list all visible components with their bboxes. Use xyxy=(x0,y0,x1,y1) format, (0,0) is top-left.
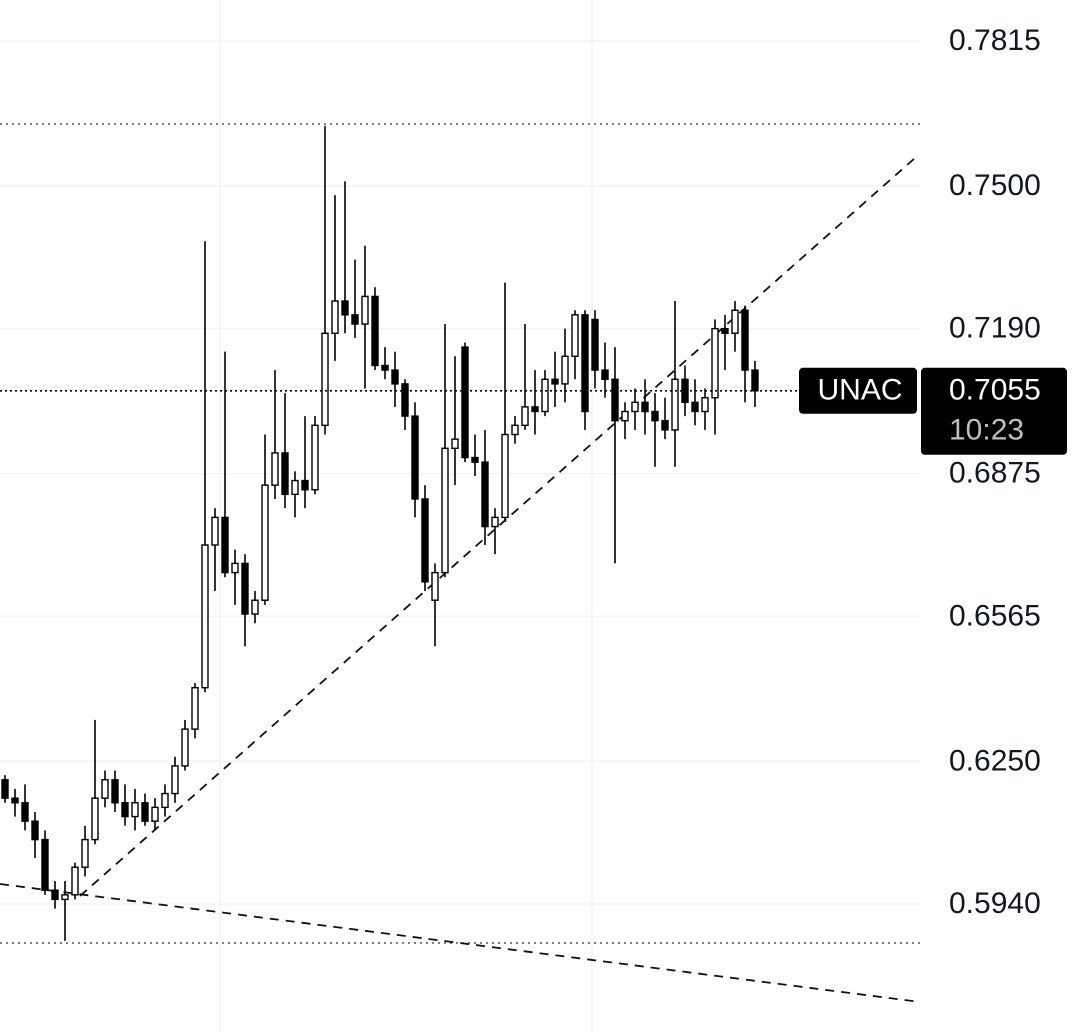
symbol-badge xyxy=(799,367,917,414)
candle-body xyxy=(131,802,139,818)
candle-body xyxy=(291,479,299,496)
candle-body xyxy=(591,318,599,371)
y-tick-label: 0.5940 xyxy=(949,887,1041,920)
candle-body xyxy=(171,765,179,795)
candle-body xyxy=(111,779,119,804)
candle-body xyxy=(181,728,189,767)
candle-body xyxy=(541,378,549,413)
candle-body xyxy=(161,792,169,809)
candle-body xyxy=(471,456,479,463)
candle-body xyxy=(361,295,369,325)
candle-body xyxy=(191,686,199,730)
candle-body xyxy=(531,406,539,413)
candle-body xyxy=(241,562,249,615)
candle-body xyxy=(551,378,559,385)
candle-body xyxy=(341,300,349,316)
y-tick-label: 0.6875 xyxy=(949,457,1041,490)
trend-line xyxy=(79,157,916,897)
y-tick-label: 0.7815 xyxy=(949,24,1041,57)
candle-body xyxy=(201,544,209,689)
candle-body xyxy=(101,779,109,799)
candle-body xyxy=(601,369,609,380)
candle-body xyxy=(11,797,19,804)
y-tick-label: 0.7190 xyxy=(949,312,1041,345)
candle-body xyxy=(61,894,69,901)
candle-body xyxy=(21,802,29,822)
candle-body xyxy=(581,314,589,413)
candle-body xyxy=(41,838,49,891)
candle-body xyxy=(381,364,389,371)
candle-body xyxy=(321,332,329,427)
candle-body xyxy=(481,461,489,528)
candle-body xyxy=(211,516,219,546)
candle-body xyxy=(51,889,59,901)
candles xyxy=(1,126,759,941)
candle-body xyxy=(711,327,719,399)
countdown-label: 10:23 xyxy=(949,414,1024,447)
candle-body xyxy=(421,498,429,583)
candle-body xyxy=(571,314,579,357)
price-axis: 0.7815 0.7500 0.7190 0.6875 0.6565 0.6250 0.59… xyxy=(949,24,1041,920)
candle-body xyxy=(751,369,759,392)
candle-body xyxy=(621,410,629,422)
candle-body xyxy=(31,820,39,841)
symbol-label: UNAC xyxy=(817,374,902,407)
candle-body xyxy=(71,866,79,896)
candle-body xyxy=(261,484,269,601)
candle-body xyxy=(491,516,499,528)
candle-body xyxy=(611,378,619,422)
trend-line xyxy=(0,883,921,1003)
candle-body xyxy=(431,571,439,601)
last-price-label: 0.7055 xyxy=(949,374,1041,407)
candle-body xyxy=(671,378,679,431)
y-tick-label: 0.6250 xyxy=(949,744,1041,777)
candle-body xyxy=(701,397,709,413)
candle-body xyxy=(91,797,99,841)
candle-body xyxy=(231,562,239,574)
candle-body xyxy=(461,346,469,459)
candle-body xyxy=(721,327,729,334)
candle-body xyxy=(691,401,699,413)
candle-body xyxy=(731,309,739,334)
candle-body xyxy=(81,838,89,868)
candle-body xyxy=(371,295,379,367)
candle-body xyxy=(401,383,409,417)
candle-body xyxy=(151,806,159,822)
grid xyxy=(0,0,920,1032)
candle-body xyxy=(1,779,9,799)
candle-body xyxy=(511,424,519,436)
candle-body xyxy=(451,438,459,450)
candle-body xyxy=(501,433,509,519)
candle-body xyxy=(271,452,279,486)
candle-body xyxy=(521,406,529,427)
candle-body xyxy=(251,599,259,615)
price-badge xyxy=(921,367,1067,455)
candle-body xyxy=(641,401,649,413)
candle-body xyxy=(631,401,639,413)
candle-body xyxy=(331,300,339,334)
drawings xyxy=(0,123,921,1003)
candle-body xyxy=(561,355,569,385)
price-tag: UNAC 0.7055 10:23 xyxy=(0,367,1067,455)
candle-body xyxy=(661,420,669,431)
candle-body xyxy=(651,410,659,422)
candle-body xyxy=(351,314,359,325)
candle-body xyxy=(121,802,129,818)
candle-body xyxy=(301,479,309,491)
candle-body xyxy=(221,516,229,574)
candle-body xyxy=(741,309,749,371)
candle-body xyxy=(141,802,149,822)
y-tick-label: 0.6565 xyxy=(949,599,1041,632)
candle-body xyxy=(281,452,289,496)
candle-body xyxy=(411,415,419,500)
candle-body xyxy=(441,447,449,574)
candle-body xyxy=(391,369,399,385)
candle-body xyxy=(311,424,319,491)
y-tick-label: 0.7500 xyxy=(949,169,1041,202)
